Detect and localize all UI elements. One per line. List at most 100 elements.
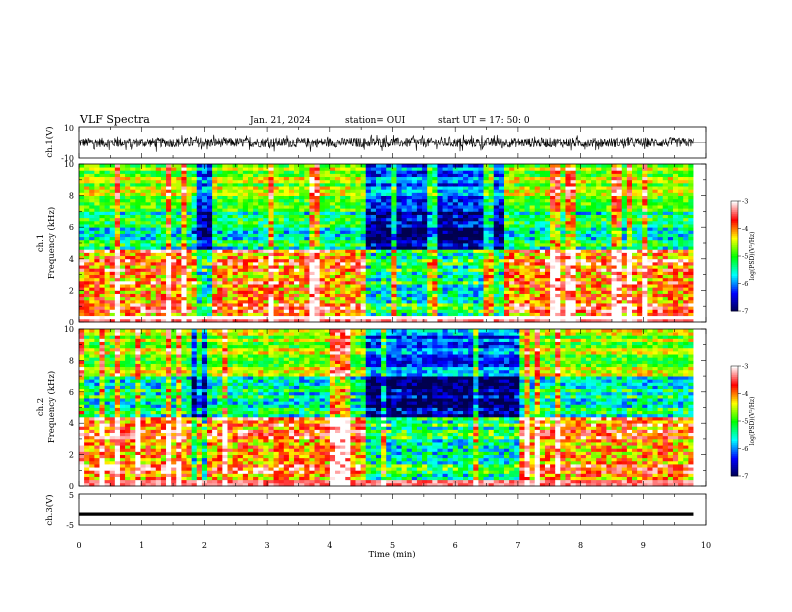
spectrogram-cell (375, 258, 382, 263)
spectrogram-cell (84, 265, 90, 269)
spectrogram-cell (212, 233, 218, 238)
spectrogram-cell (309, 211, 315, 215)
spectrogram-cell (299, 293, 305, 298)
spectrogram-cell (283, 173, 290, 178)
spectrogram-cell (140, 246, 146, 250)
spectrogram-cell (263, 274, 269, 279)
spectrogram-cell (119, 271, 126, 275)
spectrogram-cell (135, 246, 141, 250)
spectrogram-cell (370, 246, 377, 250)
spectrogram-cell (463, 306, 469, 310)
spectrogram-cell (84, 198, 90, 203)
spectrogram-cell (350, 205, 356, 209)
spectrogram-cell (370, 315, 377, 320)
spectrogram-cell (104, 220, 111, 225)
spectrogram-cell (84, 315, 90, 320)
spectrogram-cell (247, 224, 254, 228)
spectrogram-cell (529, 233, 536, 238)
spectrogram-cell (391, 182, 397, 187)
spectrogram-cell (299, 249, 305, 253)
spectrogram-cell (375, 299, 382, 304)
spectrogram-cell (125, 211, 131, 215)
spectrogram-cell (232, 299, 239, 304)
spectrogram-cell (478, 296, 484, 301)
spectrogram-cell (560, 246, 566, 250)
spectrogram-cell (396, 284, 402, 288)
spectrogram-cell (534, 252, 541, 257)
spectrogram-cell (186, 189, 193, 193)
spectrogram-cell (84, 246, 90, 250)
spectrogram-cell (447, 173, 454, 178)
spectrogram-cell (201, 284, 208, 288)
spectrogram-cell (498, 214, 505, 219)
spectrogram-cell (560, 306, 566, 310)
spectrogram-cell (340, 179, 346, 184)
spectrogram-cell (370, 280, 377, 285)
spectrogram-cell (396, 243, 402, 247)
spectrogram-cell (130, 239, 136, 244)
spectrogram-cell (263, 205, 269, 209)
spectrogram-cell (463, 198, 469, 203)
spectrogram-cell (524, 176, 530, 181)
spectrogram-cell (232, 303, 239, 307)
spectrogram-cell (247, 258, 254, 263)
spectrogram-cell (232, 217, 239, 222)
spectrogram-cell (324, 261, 331, 266)
spectrogram-cell (104, 246, 111, 250)
spectrogram-cell (478, 208, 484, 212)
spectrogram-cell (355, 214, 362, 219)
spectrogram-cell (186, 284, 193, 288)
spectrogram-cell (524, 309, 530, 313)
spectrogram-cell (186, 201, 193, 206)
spectrogram-cell (258, 195, 264, 200)
spectrogram-cell (135, 239, 141, 244)
spectrogram-cell (94, 167, 100, 171)
spectrogram-cell (135, 252, 141, 257)
spectrogram-cell (237, 182, 244, 187)
spectrogram-cell (534, 186, 541, 190)
spectrogram-cell (94, 299, 100, 304)
spectrogram-cell (324, 318, 331, 323)
spectrogram-cell (304, 164, 310, 168)
spectrogram-cell (222, 227, 228, 231)
spectrogram-cell (119, 312, 126, 317)
spectrogram-cell (125, 230, 131, 234)
spectrogram-cell (299, 192, 305, 196)
spectrogram-cell (483, 186, 490, 190)
spectrogram-cell (299, 265, 305, 269)
spectrogram-cell (166, 296, 172, 301)
spectrogram-cell (580, 217, 587, 222)
spectrogram-cell (437, 258, 443, 263)
spectrogram-cell (294, 309, 300, 313)
spectrogram-cell (109, 167, 116, 171)
spectrogram-cell (150, 167, 157, 171)
spectrogram-cell (473, 246, 479, 250)
spectrogram-cell (114, 268, 121, 272)
spectrogram-cell (345, 312, 351, 317)
spectrogram-cell (99, 290, 105, 294)
spectrogram-cell (483, 173, 490, 178)
spectrogram-cell (437, 246, 443, 250)
spectrogram-cell (544, 306, 551, 310)
spectrogram-cell (457, 249, 464, 253)
spectrogram-cell (125, 198, 131, 203)
spectrogram-cell (468, 246, 474, 250)
spectrogram-cell (294, 249, 300, 253)
spectrogram-cell (196, 205, 203, 209)
spectrogram-cell (253, 287, 259, 291)
spectrogram-cell (104, 176, 111, 181)
spectrogram-cell (150, 182, 157, 187)
spectrogram-cell (99, 246, 105, 250)
spectrogram-cell (360, 252, 367, 257)
spectrogram-cell (109, 239, 116, 244)
spectrogram-cell (396, 280, 402, 285)
spectrogram-cell (473, 233, 479, 238)
spectrogram-cell (391, 299, 397, 304)
spectrogram-cell (232, 274, 239, 279)
spectrogram-cell (278, 318, 285, 323)
spectrogram-cell (181, 214, 187, 219)
spectrogram-cell (160, 211, 167, 215)
spectrogram-cell (288, 233, 295, 238)
spectrogram-cell (350, 201, 356, 206)
spectrogram-cell (473, 205, 479, 209)
